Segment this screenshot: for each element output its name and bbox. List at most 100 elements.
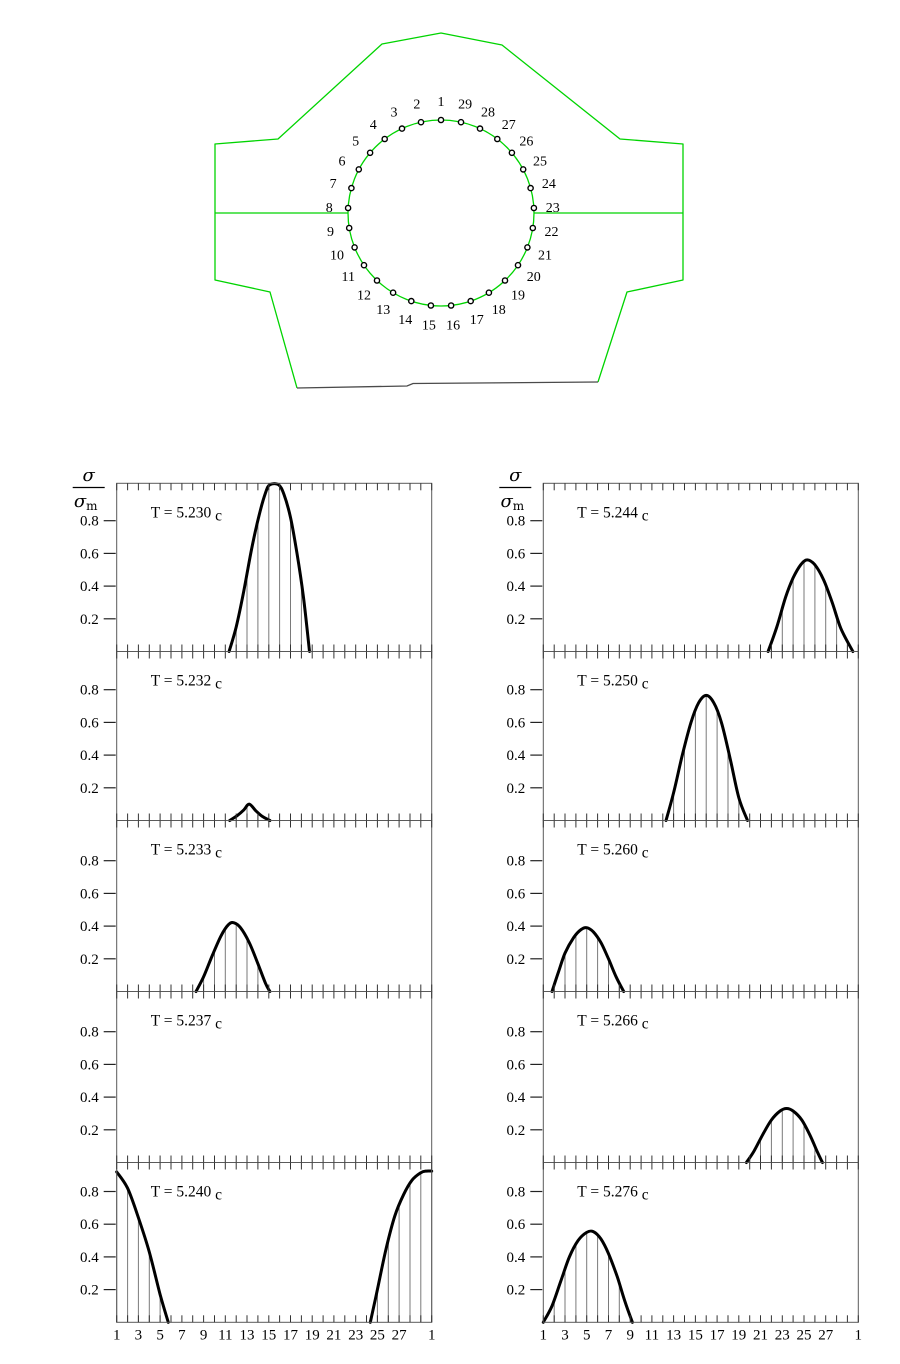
gauge-point-label: 1 — [438, 95, 445, 110]
stress-curve — [228, 802, 272, 822]
y-tick-label: 0.2 — [80, 1123, 99, 1139]
y-tick-label: 0.8 — [507, 514, 526, 530]
y-tick-label: 0.2 — [507, 781, 526, 797]
stress-curve — [744, 1107, 824, 1164]
y-tick-label: 0.4 — [80, 1250, 99, 1266]
gauge-point-dot — [530, 204, 538, 212]
chart-title: T = 5.276 c — [577, 1184, 648, 1204]
stress-chart-T-5.244: 0.2 0.4 0.6 0.8 T = 5.244 c σ σm — [499, 465, 859, 653]
y-tick-label: 0.6 — [80, 886, 99, 902]
x-tick-label: 7 — [605, 1327, 613, 1343]
gauge-point-label: 26 — [519, 135, 533, 150]
stress-chart-T-5.232: 0.2 0.4 0.6 0.8 T = 5.232 c — [80, 651, 433, 822]
stress-curve — [550, 926, 626, 993]
stress-chart-T-5.233: 0.2 0.4 0.6 0.8 T = 5.233 c — [80, 820, 433, 993]
gauge-point-dot — [447, 302, 455, 309]
y-tick-label: 0.8 — [80, 854, 99, 870]
x-tick-label: 11 — [645, 1327, 659, 1343]
gauge-point-label: 5 — [352, 135, 359, 150]
gauge-point-dot — [519, 166, 527, 173]
x-tick-label: 1 — [113, 1327, 121, 1343]
stress-chart-T-5.230: 0.2 0.4 0.6 0.8 T = 5.230 c σ σm — [72, 465, 433, 653]
gauge-point-label: 20 — [527, 270, 541, 285]
stress-curve — [115, 1170, 170, 1324]
x-tick-label: 23 — [348, 1327, 363, 1343]
gauge-point-label: 21 — [538, 249, 552, 264]
gauge-point-label: 6 — [339, 155, 346, 170]
gauge-point-label: 12 — [357, 288, 371, 303]
y-tick-label: 0.2 — [80, 952, 99, 968]
x-tick-label: 27 — [392, 1327, 408, 1343]
stress-curve — [194, 921, 272, 993]
stress-curve — [368, 1169, 434, 1324]
chart-title: T = 5.232 c — [151, 673, 222, 693]
sigma-denominator: σm — [500, 491, 524, 513]
x-tick-label: 17 — [283, 1327, 299, 1343]
gauge-point-dot — [348, 184, 355, 192]
gauge-point-dot — [485, 289, 493, 297]
x-tick-label: 23 — [775, 1327, 790, 1343]
gauge-point-dot — [457, 118, 465, 126]
gauge-point-dot — [355, 166, 363, 173]
specimen-bottom-edge — [296, 381, 599, 389]
gauge-point-dot — [514, 261, 522, 269]
x-tick-label: 7 — [178, 1327, 186, 1343]
x-tick-label: 19 — [305, 1327, 320, 1343]
gauge-point-label: 7 — [330, 177, 337, 192]
x-tick-label: 15 — [261, 1327, 276, 1343]
gauge-point-label: 23 — [546, 201, 560, 216]
y-tick-label: 0.2 — [507, 952, 526, 968]
y-tick-label: 0.4 — [80, 748, 99, 764]
gauge-point-label: 4 — [370, 118, 377, 133]
gauge-point-dot — [344, 204, 352, 212]
y-tick-label: 0.8 — [507, 854, 526, 870]
y-tick-label: 0.2 — [507, 1123, 526, 1139]
gauge-point-label: 10 — [330, 249, 344, 264]
x-tick-label: 25 — [797, 1327, 812, 1343]
gauge-point-label: 25 — [533, 155, 547, 170]
chart-title: T = 5.250 c — [577, 673, 648, 693]
x-tick-label: 19 — [731, 1327, 746, 1343]
gauge-point-label: 16 — [446, 318, 460, 333]
y-tick-label: 0.2 — [80, 1283, 99, 1299]
chart-title: T = 5.244 c — [577, 504, 648, 524]
x-tick-label: 3 — [561, 1327, 569, 1343]
x-tick-label: 13 — [666, 1327, 681, 1343]
gauge-point-dot — [524, 244, 531, 251]
gauge-point-dot — [427, 302, 435, 309]
gauge-point-dot — [360, 261, 368, 269]
gauge-point-dot — [381, 135, 389, 143]
gauge-point-label: 3 — [391, 105, 398, 120]
x-tick-label: 9 — [200, 1327, 208, 1343]
gauge-point-dot — [508, 149, 516, 157]
y-tick-label: 0.4 — [80, 919, 99, 935]
x-tick-label: 17 — [710, 1327, 726, 1343]
gauge-point-label: 13 — [376, 303, 390, 318]
chart-title: T = 5.266 c — [577, 1013, 648, 1033]
stress-chart-T-5.260: 0.2 0.4 0.6 0.8 T = 5.260 c — [507, 820, 859, 993]
chart-title: T = 5.233 c — [151, 842, 222, 862]
y-tick-label: 0.6 — [507, 886, 526, 902]
x-tick-label: 15 — [688, 1327, 703, 1343]
y-tick-label: 0.8 — [80, 683, 99, 699]
x-tick-label: 5 — [156, 1327, 164, 1343]
specimen-outline — [214, 32, 684, 389]
x-tick-label: 5 — [583, 1327, 591, 1343]
chart-title: T = 5.240 c — [151, 1184, 222, 1204]
chart-title: T = 5.237 c — [151, 1013, 222, 1033]
y-tick-label: 0.2 — [80, 781, 99, 797]
stress-chart-T-5.266: 0.2 0.4 0.6 0.8 T = 5.266 c — [507, 991, 859, 1164]
y-tick-label: 0.8 — [80, 1185, 99, 1201]
chart-frame — [116, 1162, 433, 1323]
y-tick-label: 0.4 — [507, 748, 526, 764]
x-tick-label: 1 — [540, 1327, 548, 1343]
gauge-point-label: 11 — [342, 270, 355, 285]
x-tick-label: 25 — [370, 1327, 385, 1343]
gauge-point-label: 29 — [458, 98, 472, 113]
gauge-point-dot — [527, 184, 534, 192]
y-tick-label: 0.6 — [80, 546, 99, 562]
chart-title: T = 5.260 c — [577, 842, 648, 862]
y-tick-label: 0.4 — [80, 1090, 99, 1106]
gauge-point-dot — [373, 277, 381, 284]
